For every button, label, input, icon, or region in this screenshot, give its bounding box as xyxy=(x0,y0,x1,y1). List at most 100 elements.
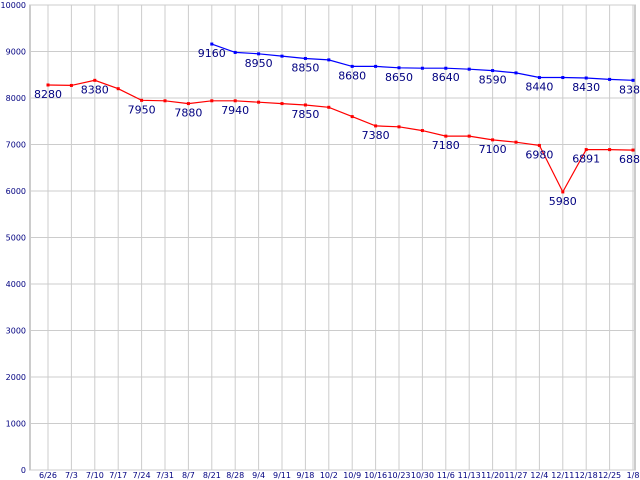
data-point xyxy=(374,64,378,68)
x-tick-label: 6/26 xyxy=(39,471,57,480)
data-label: 9160 xyxy=(198,47,226,60)
data-point xyxy=(561,190,565,194)
data-point xyxy=(280,102,284,106)
data-point xyxy=(514,71,518,75)
data-point xyxy=(257,100,261,104)
data-point xyxy=(514,140,518,144)
data-point xyxy=(257,52,261,56)
data-point xyxy=(584,148,588,152)
x-tick-label: 7/17 xyxy=(109,471,127,480)
x-tick-label: 8/28 xyxy=(226,471,244,480)
data-point xyxy=(444,66,448,70)
data-point xyxy=(210,42,214,46)
x-tick-label: 11/6 xyxy=(437,471,455,480)
data-point xyxy=(420,66,424,70)
data-label: 8650 xyxy=(385,71,413,84)
data-label: 7880 xyxy=(174,107,202,120)
x-tick-label: 12/25 xyxy=(598,471,621,480)
x-tick-label: 7/3 xyxy=(65,471,78,480)
data-point xyxy=(420,129,424,133)
series-line xyxy=(47,79,634,194)
data-label: 5980 xyxy=(549,195,577,208)
x-tick-label: 11/27 xyxy=(504,471,527,480)
data-point xyxy=(537,143,541,147)
x-tick-label: 10/9 xyxy=(343,471,361,480)
data-label: 8280 xyxy=(34,88,62,101)
y-tick-label: 2000 xyxy=(6,373,26,382)
x-tick-label: 12/11 xyxy=(551,471,574,480)
data-point xyxy=(69,83,73,87)
data-point xyxy=(327,58,331,62)
series-2 xyxy=(210,42,635,82)
y-tick-label: 9000 xyxy=(6,48,26,57)
data-point xyxy=(350,64,354,68)
data-label: 7380 xyxy=(362,129,390,142)
x-tick-label: 10/2 xyxy=(320,471,338,480)
data-point xyxy=(561,76,565,80)
x-tick-label: 8/21 xyxy=(203,471,221,480)
data-point xyxy=(444,134,448,138)
data-label: 8380 xyxy=(81,83,109,96)
y-tick-label: 7000 xyxy=(6,141,26,150)
y-tick-label: 5000 xyxy=(6,234,26,243)
data-point xyxy=(631,148,635,152)
data-point xyxy=(537,76,541,80)
grid xyxy=(30,4,635,471)
x-tick-label: 9/11 xyxy=(273,471,291,480)
data-point xyxy=(327,105,331,109)
data-label: 8680 xyxy=(338,69,366,82)
data-label: 7850 xyxy=(291,108,319,121)
data-label: 8430 xyxy=(572,81,600,94)
data-label: 6880 xyxy=(619,153,640,166)
data-point xyxy=(163,99,167,103)
data-label: 8590 xyxy=(479,74,507,87)
x-tick-label: 9/4 xyxy=(252,471,265,480)
data-point xyxy=(467,67,471,71)
data-point xyxy=(116,87,120,91)
y-tick-label: 3000 xyxy=(6,327,26,336)
data-label: 8850 xyxy=(291,61,319,74)
data-point xyxy=(210,99,214,103)
y-tick-label: 8000 xyxy=(6,94,26,103)
data-point xyxy=(186,102,190,106)
data-point xyxy=(467,134,471,138)
data-label: 7180 xyxy=(432,139,460,152)
data-point xyxy=(46,83,50,87)
x-tick-label: 7/24 xyxy=(133,471,151,480)
data-point xyxy=(280,54,284,58)
data-label: 7950 xyxy=(128,103,156,116)
data-point xyxy=(491,138,495,142)
data-label: 8440 xyxy=(525,81,553,94)
x-tick-label: 9/18 xyxy=(296,471,314,480)
series-1 xyxy=(46,78,635,194)
data-label: 8380 xyxy=(619,83,640,96)
data-point xyxy=(303,56,307,60)
x-tick-label: 11/13 xyxy=(458,471,481,480)
x-tick-label: 10/30 xyxy=(411,471,434,480)
data-point xyxy=(374,124,378,128)
data-labels: 8280 8380 7950 7880 7940 7850 7380 7180 7100 6980… xyxy=(34,47,640,208)
data-label: 8640 xyxy=(432,71,460,84)
x-tick-label: 12/18 xyxy=(575,471,598,480)
y-tick-label: 6000 xyxy=(6,187,26,196)
data-point xyxy=(491,69,495,73)
data-point xyxy=(584,76,588,80)
data-point xyxy=(303,103,307,107)
data-point xyxy=(397,66,401,70)
data-label: 7100 xyxy=(479,143,507,156)
data-point xyxy=(608,148,612,152)
y-tick-label: 0 xyxy=(21,466,26,475)
x-tick-label: 11/20 xyxy=(481,471,504,480)
data-point xyxy=(608,77,612,81)
y-tick-label: 1000 xyxy=(6,420,26,429)
x-tick-label: 10/16 xyxy=(364,471,387,480)
x-tick-label: 12/4 xyxy=(530,471,548,480)
data-point xyxy=(233,50,237,54)
data-point xyxy=(631,78,635,82)
data-point xyxy=(397,125,401,129)
x-tick-label: 10/23 xyxy=(387,471,410,480)
data-point xyxy=(233,99,237,103)
data-label: 6980 xyxy=(525,148,553,161)
